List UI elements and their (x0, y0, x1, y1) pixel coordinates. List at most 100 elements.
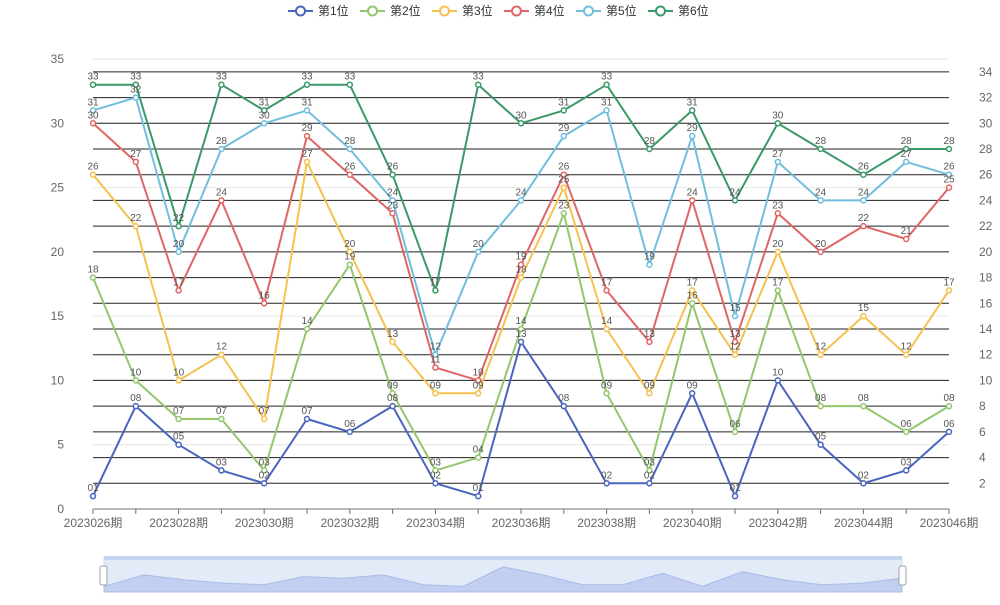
data-point[interactable] (303, 107, 311, 114)
data-point[interactable] (346, 428, 354, 436)
data-point[interactable] (389, 171, 396, 178)
data-point[interactable] (688, 390, 696, 397)
data-point[interactable] (432, 480, 439, 487)
data-point[interactable] (303, 158, 311, 166)
data-point[interactable] (474, 390, 482, 397)
data-point[interactable] (389, 390, 396, 397)
data-point[interactable] (132, 402, 140, 410)
data-point[interactable] (774, 248, 782, 256)
data-point[interactable] (218, 351, 225, 358)
data-point[interactable] (646, 480, 653, 487)
data-point[interactable] (175, 415, 182, 423)
data-point[interactable] (731, 351, 739, 358)
data-point[interactable] (432, 364, 439, 371)
data-point[interactable] (432, 287, 439, 294)
data-point[interactable] (902, 351, 910, 358)
data-point[interactable] (303, 81, 311, 88)
data-point[interactable] (175, 248, 182, 256)
data-point[interactable] (774, 210, 782, 217)
legend-item-6[interactable]: 第6位 (648, 3, 709, 18)
zoom-handle-right[interactable] (898, 565, 907, 586)
data-point[interactable] (902, 467, 910, 474)
data-point[interactable] (89, 492, 97, 500)
data-point[interactable] (860, 402, 867, 410)
data-point[interactable] (646, 390, 653, 397)
data-point[interactable] (560, 171, 568, 178)
zoom-top-bar[interactable] (104, 556, 902, 560)
data-point[interactable] (688, 287, 696, 294)
data-point[interactable] (89, 107, 97, 114)
data-point[interactable] (731, 197, 739, 204)
data-point[interactable] (218, 467, 225, 474)
data-point[interactable] (432, 467, 439, 474)
data-point[interactable] (260, 120, 268, 127)
data-point[interactable] (175, 222, 182, 230)
data-point[interactable] (817, 402, 824, 410)
data-point[interactable] (817, 441, 824, 448)
data-point[interactable] (389, 338, 396, 346)
data-point[interactable] (474, 81, 482, 88)
data-point[interactable] (603, 480, 610, 487)
data-point[interactable] (860, 480, 867, 487)
data-point[interactable] (646, 338, 653, 346)
data-point[interactable] (517, 261, 525, 268)
data-point[interactable] (260, 415, 268, 423)
data-point[interactable] (945, 402, 953, 410)
legend-item-2[interactable]: 第2位 (360, 3, 421, 18)
data-point[interactable] (132, 158, 140, 166)
data-point[interactable] (860, 312, 867, 320)
data-point[interactable] (603, 325, 610, 333)
data-point[interactable] (218, 197, 225, 204)
data-point[interactable] (260, 480, 268, 487)
data-point[interactable] (774, 120, 782, 127)
legend-item-5[interactable]: 第5位 (576, 3, 637, 18)
data-point[interactable] (731, 338, 739, 346)
data-point[interactable] (474, 454, 482, 461)
legend-item-3[interactable]: 第3位 (432, 3, 493, 18)
data-point[interactable] (432, 390, 439, 397)
data-point[interactable] (646, 467, 653, 474)
data-point[interactable] (688, 107, 696, 114)
data-point[interactable] (260, 467, 268, 474)
data-point[interactable] (260, 300, 268, 307)
data-point[interactable] (175, 377, 182, 384)
data-point[interactable] (560, 132, 568, 140)
data-point[interactable] (774, 287, 782, 294)
data-point[interactable] (774, 377, 782, 384)
data-point[interactable] (902, 145, 910, 153)
data-point[interactable] (303, 132, 311, 140)
data-point[interactable] (945, 171, 953, 178)
zoom-handle-left[interactable] (99, 565, 108, 586)
data-point[interactable] (175, 441, 182, 448)
data-point[interactable] (175, 287, 182, 294)
data-point[interactable] (346, 261, 354, 268)
data-point[interactable] (902, 158, 910, 166)
data-point[interactable] (432, 351, 439, 358)
data-zoom-slider[interactable] (99, 556, 907, 593)
data-point[interactable] (560, 210, 568, 217)
legend-item-1[interactable]: 第1位 (288, 3, 349, 18)
data-point[interactable] (474, 492, 482, 500)
data-point[interactable] (346, 145, 354, 153)
data-point[interactable] (517, 120, 525, 127)
data-point[interactable] (303, 415, 311, 423)
data-point[interactable] (89, 274, 97, 281)
data-point[interactable] (218, 145, 225, 153)
data-point[interactable] (817, 351, 824, 358)
data-point[interactable] (389, 197, 396, 204)
data-point[interactable] (389, 210, 396, 217)
data-point[interactable] (218, 415, 225, 423)
data-point[interactable] (817, 197, 824, 204)
data-point[interactable] (688, 132, 696, 140)
data-point[interactable] (303, 325, 311, 333)
data-point[interactable] (860, 197, 867, 204)
data-point[interactable] (132, 94, 140, 101)
data-point[interactable] (860, 171, 867, 178)
data-point[interactable] (603, 107, 610, 114)
data-point[interactable] (646, 145, 653, 153)
data-point[interactable] (603, 287, 610, 294)
data-point[interactable] (89, 171, 97, 178)
data-point[interactable] (646, 261, 653, 268)
data-point[interactable] (474, 248, 482, 256)
data-point[interactable] (346, 171, 354, 178)
